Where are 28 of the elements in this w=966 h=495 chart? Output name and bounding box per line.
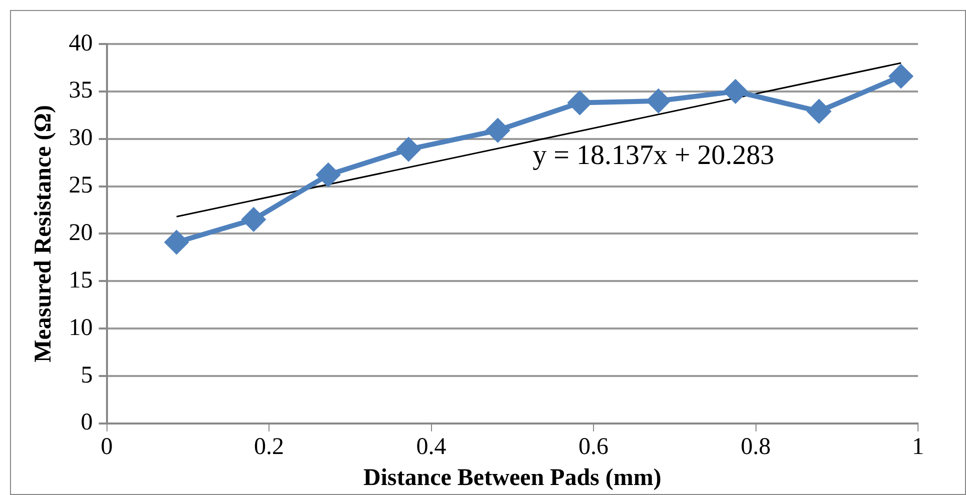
point — [165, 230, 188, 254]
y-tick-label: 40 — [68, 30, 93, 56]
y-tick-label: 35 — [68, 78, 93, 104]
x-tick-label: 1 — [912, 434, 924, 460]
y-tick-label: 30 — [68, 125, 93, 152]
x-tick-label: 0 — [100, 434, 113, 460]
point — [889, 64, 912, 88]
y-tick-label: 10 — [68, 314, 93, 341]
y-tick-label: 5 — [80, 362, 93, 388]
y-tick-label: 20 — [68, 220, 93, 246]
point — [646, 89, 670, 112]
x-tick-label: 0.6 — [578, 434, 609, 460]
y-tick-label: 25 — [68, 172, 93, 199]
point — [568, 91, 592, 114]
x-tick-label: 0.8 — [740, 434, 771, 460]
point — [316, 163, 340, 186]
point — [242, 208, 266, 231]
y-tick-label: 0 — [80, 410, 93, 436]
y-axis-title: Measured Resistance (Ω) — [30, 105, 57, 362]
point — [724, 80, 747, 103]
point — [486, 118, 510, 142]
x-tick-label: 0.2 — [254, 434, 284, 460]
point — [397, 138, 420, 161]
annotation: y = 18.137x + 20.283 — [532, 140, 774, 172]
x-axis-title: Distance Between Pads (mm) — [363, 464, 662, 491]
x-tick-label: 0.4 — [416, 434, 446, 460]
point — [808, 100, 831, 123]
y-tick-label: 15 — [68, 267, 93, 294]
